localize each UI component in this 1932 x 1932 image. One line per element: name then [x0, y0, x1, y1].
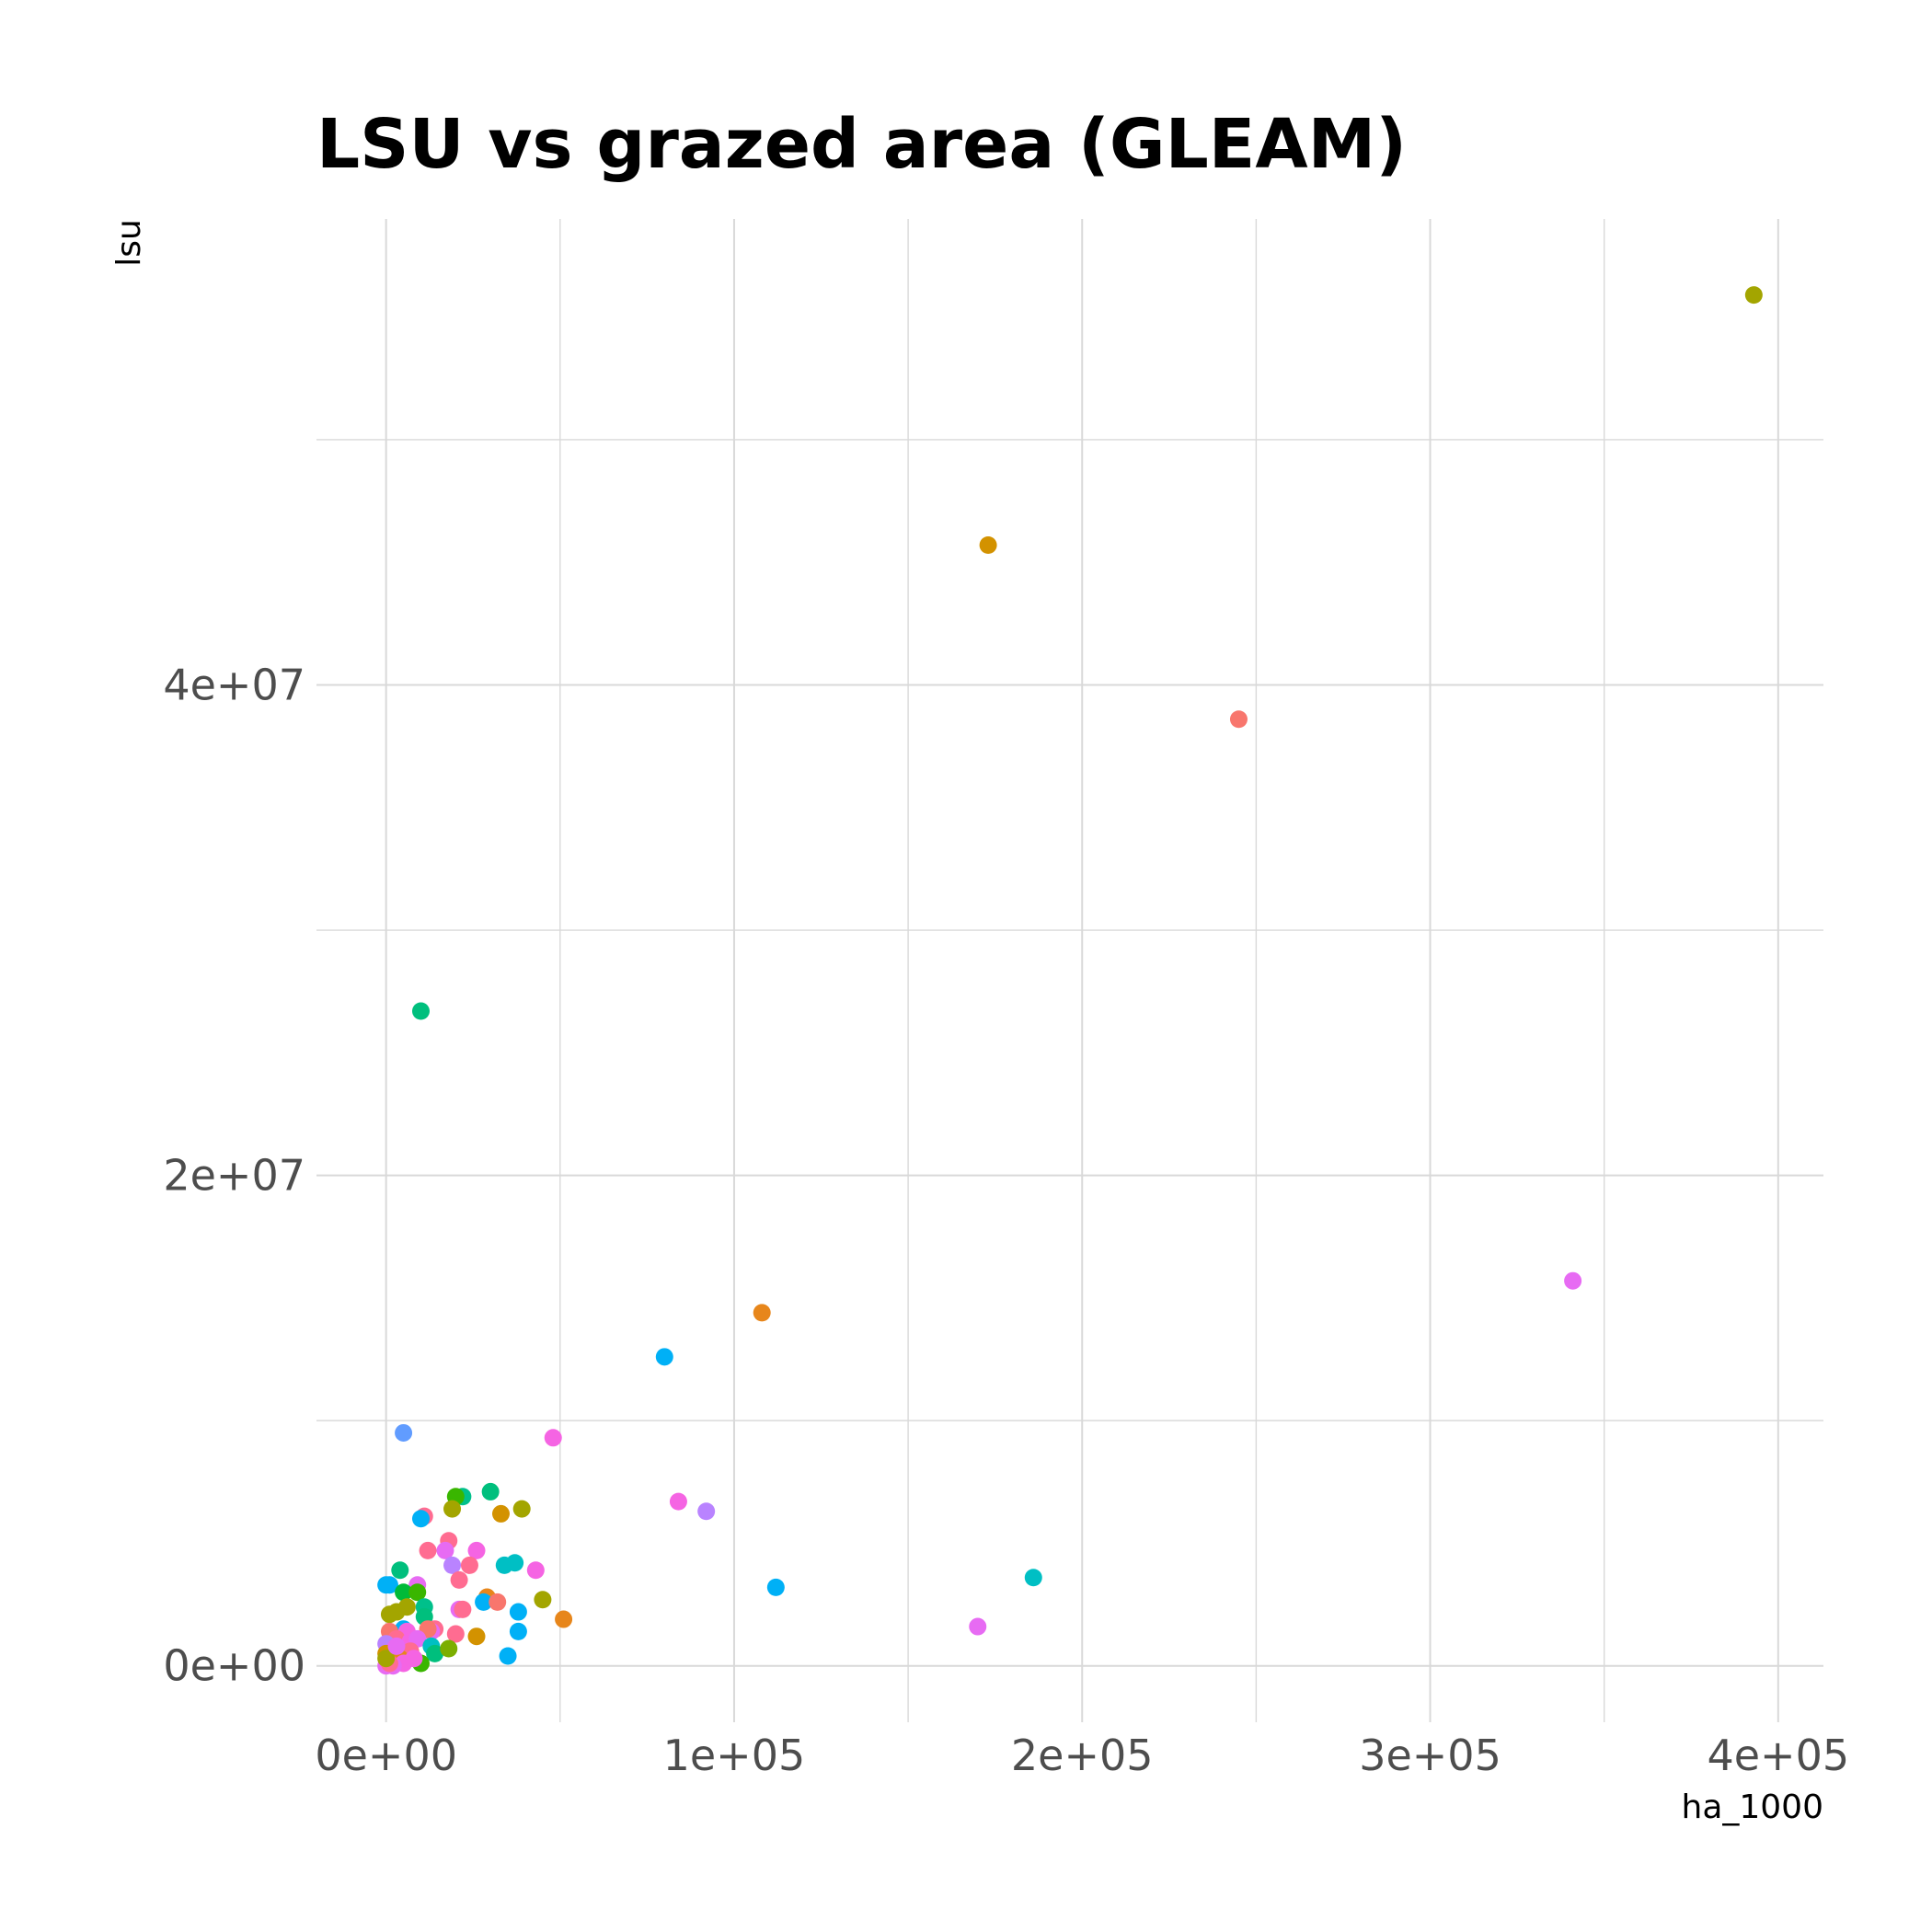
- data-point: [669, 1492, 687, 1511]
- data-point: [489, 1593, 507, 1611]
- data-point: [387, 1637, 406, 1655]
- x-tick-label: 0e+00: [315, 1731, 457, 1780]
- data-point: [979, 536, 997, 555]
- data-point: [380, 1605, 398, 1624]
- data-point: [491, 1504, 510, 1523]
- x-tick-label: 3e+05: [1359, 1731, 1501, 1780]
- x-tick-label: 2e+05: [1011, 1731, 1154, 1780]
- data-point: [443, 1500, 462, 1518]
- data-point: [411, 1002, 430, 1020]
- grid-lines: [316, 219, 1823, 1722]
- y-tick-label: 4e+07: [163, 660, 305, 709]
- data-point: [440, 1639, 458, 1658]
- data-point: [1744, 286, 1763, 305]
- data-point: [499, 1647, 517, 1665]
- y-axis-ticks: 0e+00 2e+07 4e+07: [163, 660, 305, 1690]
- data-point: [426, 1644, 444, 1662]
- data-point: [753, 1304, 771, 1322]
- data-point: [408, 1583, 427, 1602]
- data-point: [512, 1500, 531, 1518]
- data-point: [509, 1622, 527, 1640]
- chart-title: LSU vs grazed area (GLEAM): [316, 105, 1407, 184]
- data-point: [436, 1541, 454, 1559]
- data-point: [544, 1429, 562, 1447]
- data-point: [1229, 710, 1248, 729]
- x-axis-title: ha_1000: [1682, 1788, 1824, 1826]
- data-point: [509, 1603, 527, 1621]
- data-point: [380, 1576, 398, 1594]
- x-axis-ticks: 0e+00 1e+05 2e+05 3e+05 4e+05: [315, 1731, 1849, 1780]
- data-point: [969, 1617, 987, 1636]
- data-point: [395, 1423, 413, 1442]
- data-point: [454, 1600, 472, 1618]
- data-point: [655, 1348, 673, 1366]
- data-point: [467, 1627, 486, 1646]
- data-point: [395, 1583, 413, 1602]
- data-point: [450, 1570, 468, 1589]
- data-point: [481, 1482, 500, 1501]
- data-point: [697, 1502, 716, 1521]
- data-point: [534, 1591, 552, 1609]
- y-axis-title: lsu: [110, 219, 148, 267]
- data-point: [555, 1610, 573, 1628]
- data-point: [766, 1578, 785, 1596]
- data-points: [377, 286, 1763, 1675]
- data-point: [467, 1541, 486, 1559]
- data-point: [460, 1556, 478, 1574]
- data-point: [443, 1556, 462, 1574]
- data-point: [526, 1561, 545, 1580]
- x-tick-label: 1e+05: [663, 1731, 806, 1780]
- y-tick-label: 0e+00: [163, 1641, 305, 1691]
- data-point: [391, 1561, 409, 1580]
- data-point: [377, 1650, 396, 1668]
- data-point: [411, 1510, 430, 1528]
- data-point: [419, 1541, 437, 1559]
- data-point: [475, 1593, 493, 1611]
- data-point: [1024, 1569, 1042, 1587]
- data-point: [446, 1625, 465, 1643]
- data-point: [1564, 1271, 1582, 1290]
- data-point: [506, 1554, 524, 1572]
- x-tick-label: 4e+05: [1707, 1731, 1849, 1780]
- y-tick-label: 2e+07: [163, 1151, 305, 1201]
